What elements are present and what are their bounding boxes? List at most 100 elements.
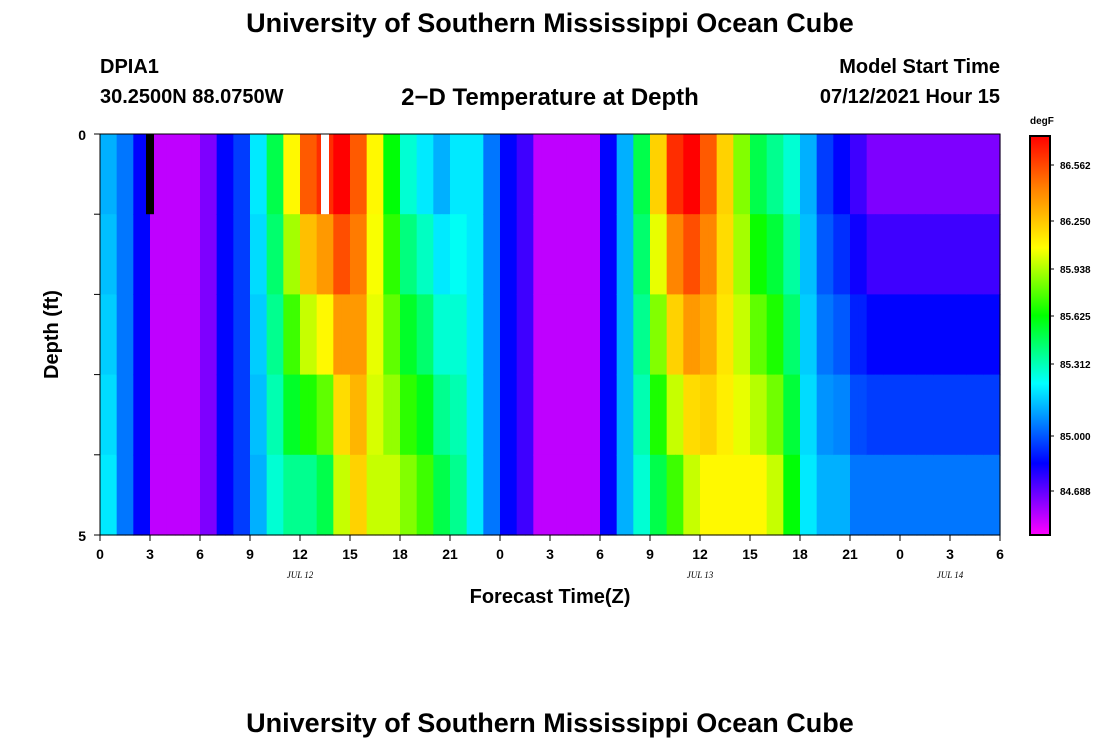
heatmap-cell bbox=[750, 374, 759, 456]
heatmap-cell bbox=[175, 214, 184, 295]
heatmap-cell bbox=[941, 294, 951, 376]
heatmap-cell bbox=[450, 374, 459, 456]
heatmap-cell bbox=[966, 454, 976, 536]
heatmap-cell bbox=[216, 374, 226, 456]
heatmap-cell bbox=[375, 454, 384, 536]
heatmap-cell bbox=[883, 294, 893, 376]
heatmap-cell bbox=[741, 454, 751, 536]
heatmap-cell bbox=[925, 454, 934, 536]
heatmap-cell bbox=[208, 214, 218, 295]
heatmap-cell bbox=[666, 294, 676, 376]
heatmap-cell bbox=[891, 134, 901, 215]
heatmap-cell bbox=[316, 454, 326, 536]
heatmap-cell bbox=[733, 374, 743, 456]
heatmap-cell bbox=[575, 294, 584, 376]
heatmap-cell bbox=[233, 374, 243, 456]
heatmap-cell bbox=[158, 134, 168, 215]
heatmap-cell bbox=[983, 454, 993, 536]
heatmap-cell bbox=[741, 374, 751, 456]
heatmap-cell bbox=[475, 134, 484, 215]
heatmap-cell bbox=[783, 294, 793, 376]
x-tick-label: 6 bbox=[996, 546, 1004, 562]
heatmap-cell bbox=[658, 294, 668, 376]
heatmap-cell bbox=[375, 214, 384, 295]
heatmap-cell bbox=[200, 134, 209, 215]
heatmap-cell bbox=[650, 214, 659, 295]
heatmap-cell bbox=[633, 214, 643, 295]
heatmap-cell bbox=[125, 454, 134, 536]
heatmap-cell bbox=[858, 454, 868, 536]
heatmap-cell bbox=[150, 294, 159, 376]
heatmap-cell bbox=[725, 374, 734, 456]
heatmap-cell bbox=[333, 134, 343, 215]
heatmap-cell bbox=[708, 294, 718, 376]
heatmap-cell bbox=[933, 454, 943, 536]
heatmap-cell bbox=[525, 374, 534, 456]
heatmap-cell bbox=[500, 294, 509, 376]
heatmap-cell bbox=[458, 214, 468, 295]
x-axis-label: Forecast Time(Z) bbox=[470, 586, 631, 608]
heatmap-cell bbox=[116, 454, 126, 536]
heatmap-cells bbox=[100, 134, 1001, 536]
heatmap-cell bbox=[208, 294, 218, 376]
heatmap-cell bbox=[941, 454, 951, 536]
heatmap-cell bbox=[891, 214, 901, 295]
heatmap-cell bbox=[391, 214, 401, 295]
heatmap-cell bbox=[216, 214, 226, 295]
heatmap-cell bbox=[166, 454, 176, 536]
heatmap-cell bbox=[475, 454, 484, 536]
heatmap-cell bbox=[675, 214, 684, 295]
heatmap-cell bbox=[466, 134, 476, 215]
heatmap-cell bbox=[600, 134, 609, 215]
heatmap-cell bbox=[775, 134, 784, 215]
heatmap-cell bbox=[491, 214, 501, 295]
heatmap-cell bbox=[583, 214, 593, 295]
heatmap-cell bbox=[933, 374, 943, 456]
heatmap-cell bbox=[733, 294, 743, 376]
heatmap-cell bbox=[625, 214, 634, 295]
heatmap-cell bbox=[516, 214, 526, 295]
heatmap-cell bbox=[483, 214, 493, 295]
heatmap-cell bbox=[408, 214, 418, 295]
heatmap-cell bbox=[283, 214, 293, 295]
heatmap-cell bbox=[650, 454, 659, 536]
heatmap-cell bbox=[408, 134, 418, 215]
heatmap-cell bbox=[375, 134, 384, 215]
heatmap-cell bbox=[375, 294, 384, 376]
heatmap-cell bbox=[800, 294, 809, 376]
y-axis: 05 bbox=[78, 127, 101, 544]
heatmap-cell bbox=[200, 214, 209, 295]
heatmap-cell bbox=[241, 214, 251, 295]
heatmap-cell bbox=[641, 134, 651, 215]
heatmap-cell bbox=[225, 214, 234, 295]
heatmap-cell bbox=[183, 294, 193, 376]
heatmap-cell bbox=[291, 374, 301, 456]
heatmap-cell bbox=[575, 454, 584, 536]
heatmap-cell bbox=[641, 454, 651, 536]
heatmap-cell bbox=[491, 374, 501, 456]
colorbar-tick-label: 85.000 bbox=[1060, 432, 1091, 443]
heatmap-cell bbox=[966, 134, 976, 215]
heatmap-cell bbox=[366, 374, 376, 456]
heatmap-cell bbox=[591, 214, 601, 295]
heatmap-cell bbox=[241, 134, 251, 215]
heatmap-cell bbox=[258, 454, 268, 536]
heatmap-cell bbox=[100, 454, 109, 536]
heatmap-cell bbox=[683, 454, 693, 536]
heatmap-cell bbox=[758, 374, 768, 456]
heatmap-cell bbox=[650, 294, 659, 376]
heatmap-cell bbox=[608, 134, 618, 215]
heatmap-cell bbox=[666, 454, 676, 536]
heatmap-cell bbox=[958, 214, 968, 295]
heatmap-cell bbox=[991, 374, 1001, 456]
heatmap-cell bbox=[925, 214, 934, 295]
heatmap-cell bbox=[975, 214, 984, 295]
heatmap-cell bbox=[841, 374, 851, 456]
heatmap-cell bbox=[425, 374, 434, 456]
heatmap-cell bbox=[708, 134, 718, 215]
heatmap-cell bbox=[333, 294, 343, 376]
heatmap-cell bbox=[766, 134, 776, 215]
heatmap-cell bbox=[958, 374, 968, 456]
heatmap-cell bbox=[708, 454, 718, 536]
heatmap-cell bbox=[158, 454, 168, 536]
